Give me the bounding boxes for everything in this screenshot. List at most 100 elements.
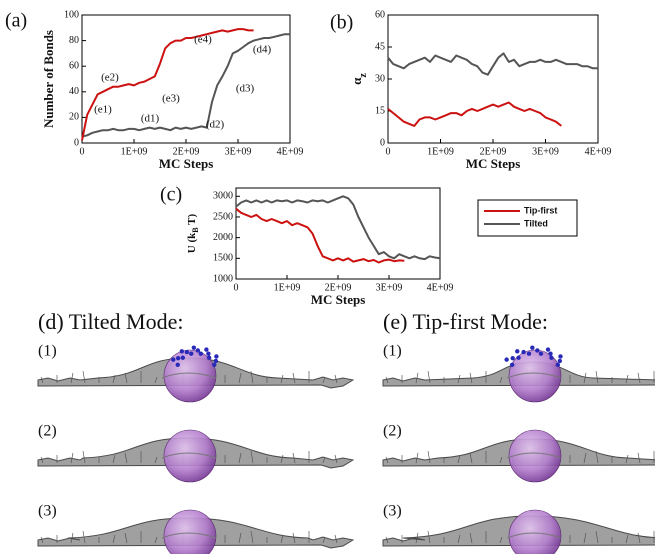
plot-frame: [235, 187, 441, 280]
plot-frame: [387, 14, 599, 144]
y-tick-label: 0: [380, 137, 385, 148]
membrane-spike: [427, 450, 431, 464]
membrane-spike: [625, 374, 629, 384]
vesicle: [508, 429, 562, 483]
membrane-overlay: [161, 532, 217, 539]
membrane-spike: [40, 536, 44, 544]
membrane-spike: [625, 454, 629, 464]
series-line: [387, 101, 562, 127]
membrane-spike: [82, 530, 86, 544]
ligand: [548, 351, 553, 356]
membrane-spike: [70, 452, 74, 464]
y-tick-label: 15: [375, 105, 385, 116]
membrane-overlay: [161, 452, 217, 459]
x-tick-label: 0: [80, 146, 85, 157]
row-label: (2): [38, 423, 57, 440]
membrane-spike: [124, 532, 128, 544]
row-label: (2): [383, 423, 402, 440]
annotation: (d1): [141, 113, 160, 125]
ligand: [175, 355, 181, 361]
membrane-spike: [82, 370, 86, 384]
y-axis-label-text: U (k: [186, 232, 198, 253]
y-tick-label: 20: [69, 112, 79, 123]
membrane-spike: [292, 532, 296, 544]
panel-title: (d) Tilted Mode:: [38, 309, 183, 334]
x-tick-label: 2E+09: [173, 146, 200, 157]
membrane-overlay: [506, 452, 562, 459]
membrane-spike: [427, 370, 431, 384]
membrane-spike: [322, 376, 326, 384]
y-tick-label: 60: [375, 9, 385, 20]
series-line: [235, 207, 405, 264]
ligand: [504, 357, 509, 362]
membrane-spike: [292, 372, 296, 384]
y-tick-label: 1000: [213, 273, 233, 284]
membrane-spike: [280, 374, 284, 384]
membrane-spike: [154, 536, 158, 544]
annotation: (e4): [194, 34, 212, 46]
membrane-spike: [322, 536, 326, 544]
ligand: [214, 354, 219, 359]
ligand: [180, 355, 186, 360]
membrane-spike: [583, 452, 587, 464]
ligand: [213, 358, 219, 364]
membrane-spike: [250, 450, 254, 464]
y-tick-label: 2500: [213, 211, 233, 222]
membrane-spike: [385, 376, 389, 384]
y-tick-label: 2000: [213, 232, 233, 243]
membrane-spike: [637, 452, 641, 464]
y-axis-label-end: T): [186, 213, 198, 227]
membrane-spike: [40, 376, 44, 384]
annotation: (e3): [162, 93, 180, 105]
membrane-spike: [250, 530, 254, 544]
membrane-spike: [112, 374, 116, 384]
membrane-spike: [469, 452, 473, 464]
membrane-spike: [499, 376, 503, 384]
ligand: [206, 355, 212, 360]
vesicle: [163, 429, 217, 483]
row-label: (3): [38, 503, 57, 520]
ligand: [516, 355, 521, 360]
row-label: (3): [383, 503, 402, 520]
x-tick-label: 0: [234, 282, 239, 293]
membrane-spike: [334, 534, 338, 544]
y-axis-label-text: Number of Bonds: [41, 30, 56, 128]
membrane-spike: [583, 532, 587, 544]
membrane-spike: [124, 452, 128, 464]
x-tick-label: 3E+09: [225, 146, 252, 157]
y-tick-label: 60: [69, 60, 79, 71]
legend-label: Tip-first: [524, 205, 557, 215]
membrane-overlay: [161, 372, 217, 379]
panel-label: (a): [5, 10, 27, 32]
ligand: [535, 348, 540, 353]
membrane-spike: [427, 530, 431, 544]
membrane-spike: [457, 534, 461, 544]
membrane-spike: [280, 534, 284, 544]
ligand: [198, 351, 203, 356]
membrane-spike: [334, 454, 338, 464]
ligand: [530, 345, 535, 350]
ligand: [515, 349, 520, 354]
y-axis-label: U (kB T): [186, 213, 201, 253]
membrane-spike: [457, 374, 461, 384]
membrane-spike: [238, 372, 242, 384]
ligand: [212, 362, 217, 368]
x-tick-label: 2E+09: [325, 282, 352, 293]
y-axis-label-text: α: [349, 77, 364, 85]
membrane-spike: [40, 456, 44, 464]
ligand: [191, 345, 197, 350]
y-tick-label: 0: [74, 137, 79, 148]
ligand: [206, 351, 211, 356]
y-tick-label: 40: [69, 86, 79, 97]
membrane-spike: [595, 370, 599, 384]
membrane-spike: [112, 534, 116, 544]
vesicle: [508, 349, 562, 403]
y-axis-label: Number of Bonds: [41, 30, 56, 128]
series-line: [387, 52, 598, 76]
ligand: [557, 358, 563, 364]
membrane-spike: [583, 372, 587, 384]
membrane-spike: [637, 372, 641, 384]
membrane-spike: [238, 532, 242, 544]
row-label: (1): [38, 343, 57, 360]
